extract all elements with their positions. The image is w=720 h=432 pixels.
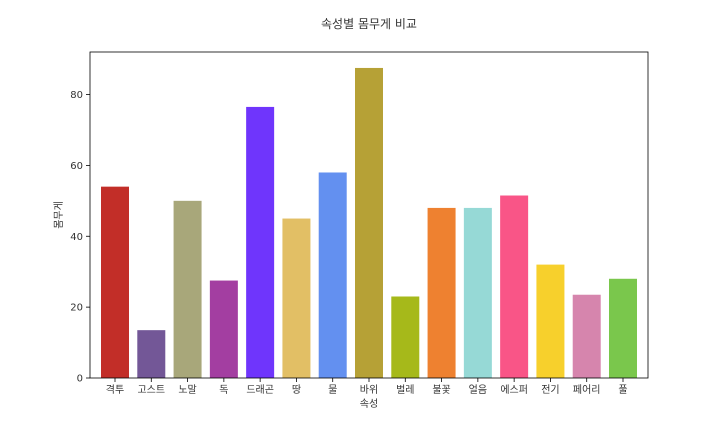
bar [282, 218, 311, 378]
y-tick-label: 80 [70, 90, 83, 101]
x-tick-label: 얼음 [469, 384, 487, 396]
x-tick-label: 땅 [292, 384, 301, 396]
bar [463, 207, 492, 378]
x-tick-label: 불꽃 [432, 384, 450, 396]
bar [246, 106, 275, 379]
bar [500, 195, 529, 378]
bar [355, 67, 383, 378]
x-axis-ticks: 격투 고스트 노말 독 드래곤 땅 물 바위 벌레 불꽃 얼음 에스퍼 전기 페어리 풀 [106, 378, 628, 396]
x-tick-label: 격투 [106, 383, 124, 396]
bar [173, 200, 202, 378]
bars-group [101, 67, 637, 379]
x-tick-label: 페어리 [573, 384, 601, 396]
x-axis-label: 속성 [360, 398, 378, 410]
y-tick-label: 60 [70, 161, 83, 172]
chart-title: 속성별 몸무게 비교 [321, 17, 417, 31]
bar [572, 294, 601, 378]
y-axis-label: 몸무게 [53, 201, 65, 229]
bar [427, 207, 456, 378]
x-tick-label: 고스트 [137, 384, 165, 396]
y-tick-label: 0 [77, 374, 83, 385]
bar [137, 330, 166, 378]
x-tick-label: 바위 [360, 383, 378, 396]
x-tick-label: 노말 [178, 384, 196, 396]
bar [209, 280, 238, 378]
bar [391, 296, 420, 378]
x-tick-label: 드래곤 [246, 384, 274, 396]
bar [101, 186, 129, 378]
plot-frame [89, 51, 649, 379]
x-tick-label: 물 [328, 384, 337, 396]
x-tick-label: 풀 [618, 384, 627, 396]
x-tick-label: 독 [219, 384, 228, 396]
x-tick-label: 에스퍼 [500, 384, 528, 396]
bar [609, 278, 637, 378]
bar [318, 172, 347, 378]
y-tick-label: 40 [70, 232, 83, 243]
y-tick-label: 20 [70, 303, 83, 314]
x-tick-label: 벌레 [396, 384, 414, 396]
y-axis-ticks: 0 20 40 60 80 [70, 90, 90, 385]
bar [536, 264, 565, 378]
x-tick-label: 전기 [541, 384, 559, 396]
